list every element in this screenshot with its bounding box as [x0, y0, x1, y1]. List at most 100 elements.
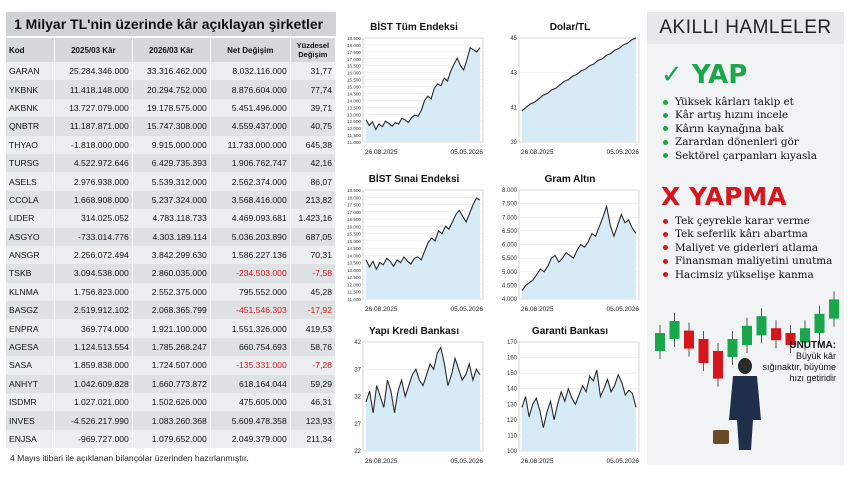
series-line	[521, 369, 637, 428]
candle-body	[756, 316, 767, 336]
table-cell: 660.754.693	[210, 337, 291, 357]
series-line	[365, 197, 481, 271]
table-cell: -969.727.000	[54, 429, 133, 449]
y-tick-label: 17.000	[347, 57, 361, 62]
table-cell: 1.124.513.554	[54, 337, 133, 357]
list-item-text: Zarardan dönenleri gör	[675, 136, 799, 149]
table-row: ANSGR 2.256.072.494 3.842.299.630 1.586.227…	[6, 245, 337, 265]
table-cell: 4.303.189.114	[132, 227, 211, 246]
chart-title: Yapı Kredi Bankası	[369, 326, 459, 337]
table-cell: 1.027.021.000	[54, 393, 133, 412]
y-tick-label: 11.000	[347, 140, 361, 145]
candle-body	[814, 313, 825, 333]
y-tick-label: 17.000	[347, 210, 361, 215]
table-cell: 11.187.871.000	[54, 117, 133, 136]
chart-gram-altin: Gram Altın 4.000 4.500 5.000 5.500 6.000 6.500…	[495, 170, 645, 315]
table-cell: 9.915.000.000	[132, 135, 211, 154]
table-cell: 123,93	[290, 411, 337, 430]
table-cell: 6.429.735.393	[132, 153, 211, 173]
table-cell: -451.546.303	[210, 301, 291, 320]
x-end-label: 05.05.2026	[606, 306, 639, 313]
table-cell: 1.551.326.000	[210, 319, 291, 338]
table-cell: 20.294.752.000	[132, 80, 211, 99]
table-cell: 33.316.462.000	[132, 62, 211, 81]
series-line	[521, 37, 637, 112]
series-area	[366, 347, 480, 451]
y-tick-label: 12.000	[347, 126, 361, 131]
y-tick-label: 14.000	[347, 98, 361, 103]
y-tick-label: 11.500	[347, 290, 361, 295]
y-tick-label: 12.500	[347, 119, 361, 124]
table-cell: -733.014.776	[54, 227, 133, 246]
y-tick-label: 4.500	[502, 283, 518, 289]
x-end-label: 05.05.2026	[606, 458, 639, 465]
x-start-label: 26.08.2025	[365, 458, 398, 465]
list-item-text: Maliyet ve giderleri atlama	[675, 241, 819, 254]
table-cell: 40,75	[290, 117, 337, 136]
table-row: ANHYT 1.042.609.828 1.660.773.872 618.164.0…	[6, 374, 337, 394]
chart-title: Garanti Bankası	[532, 326, 608, 337]
table-row: BASGZ 2.519.912.102 2.068.365.799 -451.546.…	[6, 301, 337, 320]
table-row: CCOLA 1.668.908.000 5.237.324.000 3.568.416…	[6, 190, 337, 210]
y-tick-label: 170	[507, 340, 518, 346]
y-tick-label: 17.500	[347, 50, 361, 55]
table-row: SASA 1.859.838.000 1.724.507.000 -135.331.0…	[6, 356, 337, 375]
list-item-text: Yüksek kârları takip et	[675, 96, 794, 108]
y-tick-label: 16.500	[347, 217, 361, 222]
series-line	[521, 204, 637, 292]
table-row: ENJSA -969.727.000 1.079.652.000 2.049.379.…	[6, 429, 337, 449]
list-item-text: Hacimsiz yükselişe kanma	[675, 268, 814, 281]
table-cell: 3.568.416.000	[210, 190, 291, 210]
y-tick-label: 15.000	[347, 239, 361, 244]
table-cell: 4.522.972.646	[54, 153, 133, 173]
candle-body	[742, 325, 752, 345]
table-cell: 1.083.260.368	[132, 411, 211, 430]
y-tick-label: 15.500	[347, 232, 361, 237]
table-cell: 1.042.609.828	[54, 374, 133, 394]
table-cell: 3.842.299.630	[132, 245, 211, 265]
x-end-label: 05.05.2026	[450, 149, 483, 156]
table-row: ASELS 2.976.938.000 5.539.312.000 2.562.374…	[6, 172, 337, 191]
list-item-text: Kâr artış hızını incele	[675, 109, 789, 122]
y-tick-label: 8.000	[502, 188, 518, 194]
table-cell: 1.668.908.000	[54, 190, 133, 210]
table-cell: 5.036.203.890	[210, 227, 291, 246]
table-cell: 1.423,16	[290, 209, 337, 228]
stock-code: ASGYO	[6, 227, 55, 246]
series-line	[365, 46, 481, 131]
y-tick-label: 18.500	[347, 36, 361, 41]
table-cell: 8.032.116.000	[210, 62, 291, 81]
series-area	[522, 370, 636, 451]
header-net-change: Net Değişim	[210, 38, 291, 62]
yapma-list: Tek çeyrekle karar verme Tek seferlik kâr…	[663, 215, 832, 282]
stock-code: CCOLA	[6, 190, 55, 210]
x-end-label: 05.05.2026	[606, 149, 639, 156]
y-tick-label: 110	[507, 433, 517, 439]
y-tick-label: 42	[354, 340, 361, 346]
table-cell: 1.724.507.000	[132, 356, 211, 375]
table-cell: 5.237.324.000	[132, 190, 211, 210]
table-cell: 59,29	[290, 374, 337, 394]
bullet-icon	[663, 245, 668, 251]
stock-code: ENJSA	[6, 429, 55, 449]
table-cell: 687,05	[290, 227, 337, 246]
chart-title: Gram Altın	[545, 174, 596, 185]
table-cell: 1.660.773.872	[132, 374, 211, 394]
chart-bist-sinai: BİST Sınai Endeksi 11.000 11.500 12.000 12.5…	[339, 170, 489, 315]
y-tick-label: 100	[507, 449, 518, 455]
series-line	[365, 346, 481, 413]
y-tick-label: 130	[507, 402, 518, 408]
table-row: ASGYO -733.014.776 4.303.189.114 5.036.203.…	[6, 227, 337, 246]
stock-code: ASELS	[6, 172, 55, 191]
table-cell: 15.747.308.000	[132, 117, 211, 136]
header-2025: 2025/03 Kâr	[54, 38, 133, 62]
stock-code: TSKB	[6, 264, 55, 283]
stock-code: KLNMA	[6, 282, 55, 302]
stock-code: THYAO	[6, 135, 55, 154]
table-row: ENPRA 369.774.000 1.921.100.000 1.551.326.0…	[6, 319, 337, 338]
table-cell: 2.552.375.000	[132, 282, 211, 302]
table-cell: 8.876.604.000	[210, 80, 291, 99]
bullet-icon	[663, 272, 668, 278]
list-item: Maliyet ve giderleri atlama	[663, 242, 832, 255]
y-tick-label: 45	[510, 36, 517, 42]
